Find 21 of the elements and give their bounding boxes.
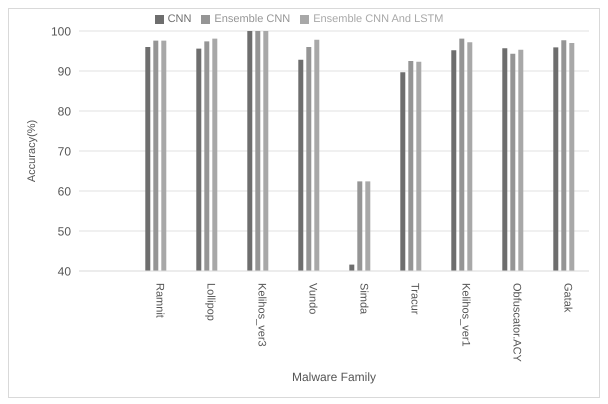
- y-tick-label: 50: [58, 224, 72, 238]
- y-tick-label: 40: [58, 264, 72, 278]
- legend-label: CNN: [168, 13, 192, 25]
- y-tick-label: 70: [58, 144, 72, 158]
- y-tick-label: 100: [50, 24, 72, 38]
- x-tick-label: Lollipop: [204, 283, 217, 321]
- x-tick-label: Ramnit: [154, 283, 166, 318]
- x-tick-label: Kelihos_ver3: [256, 283, 268, 347]
- legend-label: Ensemble CNN: [214, 13, 290, 25]
- y-tick-label: 60: [58, 184, 72, 198]
- x-tick-label: Simda: [358, 283, 370, 316]
- x-tick-label: Obfuscator.ACY: [510, 283, 523, 363]
- y-tick-label: 90: [58, 64, 72, 78]
- y-tick-label: 80: [58, 104, 72, 118]
- x-tick-label: Tracur: [408, 283, 421, 315]
- x-axis-title: Malware Family: [292, 370, 376, 384]
- x-tick-label: Vundo: [306, 283, 319, 314]
- x-tick-label: Kelihos_ver1: [460, 283, 472, 347]
- legend-label: Ensemble CNN And LSTM: [313, 13, 444, 25]
- y-axis-title: Accuracy(%): [26, 120, 38, 182]
- x-tick-label: Gatak: [562, 283, 574, 313]
